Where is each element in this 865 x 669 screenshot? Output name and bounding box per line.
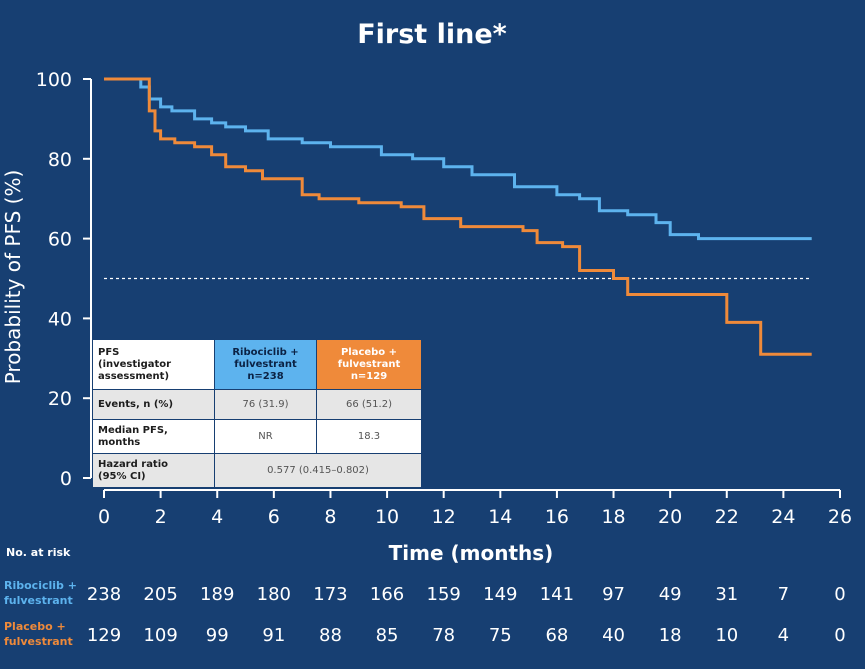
placebo-header-line: n=129 [350,370,388,382]
y-tick-label: 100 [36,69,72,91]
hazard-label: Hazard ratio (95% CI) [92,453,215,488]
risk-ribociclib-value: 180 [257,584,291,605]
y-tick-label: 40 [48,308,72,330]
risk-table: No. at risk Ribociclib + fulvestrant Pla… [4,546,846,648]
pfs-header-line: PFS [98,346,120,358]
x-tick-label: 16 [545,506,569,528]
risk-placebo-value: 68 [545,625,568,646]
hazard-label-line: Hazard ratio [98,458,169,470]
risk-placebo-label-1: Placebo + [4,620,66,633]
risk-ribociclib-label-2: fulvestrant [4,594,73,607]
risk-placebo-value: 10 [715,625,738,646]
x-tick-label: 26 [828,506,852,528]
x-tick-label: 0 [98,506,110,528]
x-axis-label: Time (months) [389,541,554,565]
table-row-median: Median PFS, months NR 18.3 [92,419,422,454]
x-tick-label: 14 [488,506,512,528]
risk-placebo-value: 4 [778,625,789,646]
ribociclib-header-cell: Ribociclib + fulvestrant n=238 [214,339,317,390]
ribociclib-curve [104,77,812,241]
risk-ribociclib-value: 205 [143,584,177,605]
risk-ribociclib-value: 49 [659,584,682,605]
x-tick-label: 20 [658,506,682,528]
risk-ribociclib-value: 238 [87,584,121,605]
chart-title: First line* [357,19,507,50]
risk-placebo-value: 99 [206,625,229,646]
median-ribociclib: NR [214,419,317,454]
x-tick-label: 22 [715,506,739,528]
placebo-header-cell: Placebo + fulvestrant n=129 [316,339,422,390]
median-label-line: months [98,436,141,448]
pfs-header-cell: PFS (investigator assessment) [92,339,215,390]
placebo-curve [104,77,812,356]
median-label: Median PFS, months [92,419,215,454]
risk-ribociclib-value: 31 [715,584,738,605]
x-tick-label: 4 [211,506,223,528]
placebo-header-line: fulvestrant [337,358,401,370]
y-tick-label: 60 [48,229,72,251]
y-tick-label: 0 [60,468,72,490]
risk-ribociclib-value: 141 [540,584,574,605]
risk-ribociclib-value: 189 [200,584,234,605]
risk-placebo-value: 109 [143,625,177,646]
pfs-header-line: assessment) [98,370,170,382]
events-placebo: 66 (51.2) [316,389,422,420]
risk-placebo-value: 0 [834,625,845,646]
risk-placebo-value: 40 [602,625,625,646]
risk-placebo-value: 18 [659,625,682,646]
risk-ribociclib-value: 173 [313,584,347,605]
y-axis-label: Probability of PFS (%) [1,170,25,385]
risk-placebo-label-2: fulvestrant [4,635,73,648]
ribociclib-header-line: n=238 [247,370,284,382]
risk-title: No. at risk [6,546,71,559]
median-label-line: Median PFS, [98,424,168,436]
pfs-summary-table: PFS (investigator assessment) Ribociclib… [92,339,422,488]
risk-ribociclib-value: 97 [602,584,625,605]
events-label: Events, n (%) [92,389,215,420]
x-tick-label: 24 [771,506,795,528]
x-tick-label: 12 [432,506,456,528]
table-header-row: PFS (investigator assessment) Ribociclib… [92,339,422,390]
risk-ribociclib-value: 166 [370,584,404,605]
hazard-label-line: (95% CI) [98,470,146,482]
risk-placebo-value: 129 [87,625,121,646]
y-tick-label: 80 [48,149,72,171]
x-tick-label: 8 [324,506,336,528]
x-tick-label: 2 [155,506,167,528]
x-tick-label: 6 [268,506,280,528]
placebo-header-line: Placebo + [340,346,398,358]
risk-ribociclib-value: 0 [834,584,845,605]
pfs-header-line: (investigator [98,358,172,370]
risk-placebo-value: 88 [319,625,342,646]
hazard-value: 0.577 (0.415–0.802) [214,453,422,488]
events-ribociclib: 76 (31.9) [214,389,317,420]
risk-ribociclib-value: 149 [483,584,517,605]
risk-placebo-value: 75 [489,625,512,646]
risk-ribociclib-label-1: Ribociclib + [4,579,77,592]
risk-ribociclib-value: 7 [778,584,789,605]
risk-placebo-value: 85 [376,625,399,646]
risk-placebo-value: 78 [432,625,455,646]
risk-ribociclib-value: 159 [427,584,461,605]
ribociclib-header-line: fulvestrant [234,358,297,370]
y-tick-label: 20 [48,388,72,410]
risk-placebo-value: 91 [262,625,285,646]
x-tick-label: 10 [375,506,399,528]
median-placebo: 18.3 [316,419,422,454]
x-tick-label: 18 [601,506,625,528]
table-row-hazard: Hazard ratio (95% CI) 0.577 (0.415–0.802… [92,453,422,488]
survival-curves [104,77,812,356]
table-row-events: Events, n (%) 76 (31.9) 66 (51.2) [92,389,422,420]
ribociclib-header-line: Ribociclib + [232,346,299,358]
